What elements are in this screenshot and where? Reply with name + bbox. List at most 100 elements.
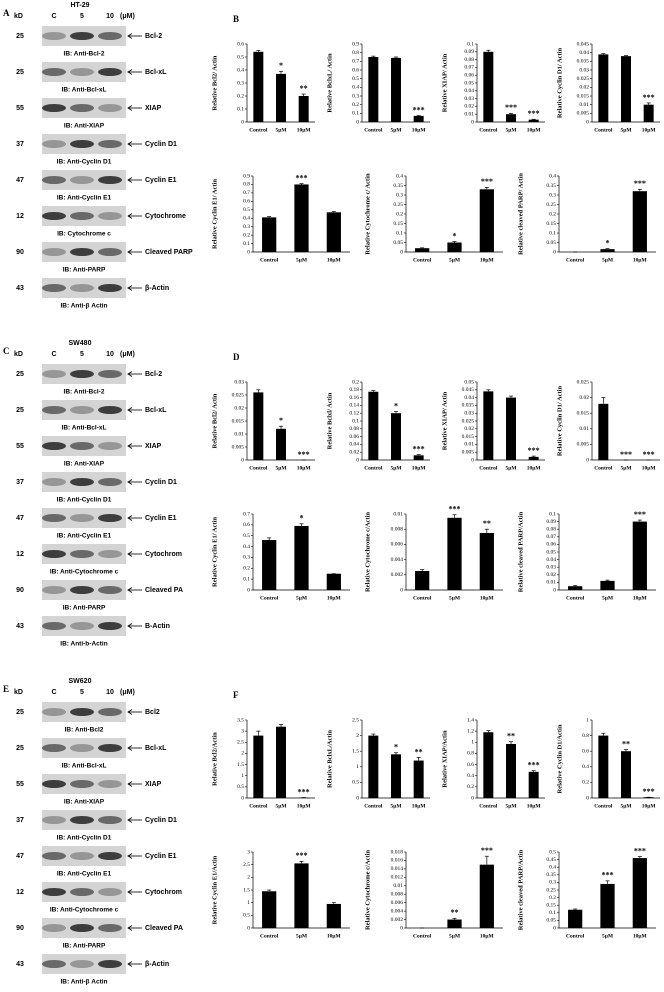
y-tick-label: 0.04 [349, 442, 359, 448]
ib-label: IB: Anti-Cyclin D1 [57, 159, 112, 166]
kd-marker: 90 [16, 587, 24, 594]
y-tick-label: 0.2 [549, 895, 556, 901]
lane-label: 5 [80, 689, 84, 696]
x-tick-label: 5μM [620, 803, 632, 809]
arrow-head [127, 745, 133, 751]
y-tick-label: 0.4 [396, 173, 403, 179]
x-tick-label: 5μM [449, 933, 461, 939]
kd-marker: 47 [16, 177, 24, 184]
y-tick-label: 0 [586, 795, 589, 801]
y-tick-label: 0.07 [546, 534, 556, 540]
y-tick-label: 0.005 [232, 444, 245, 450]
kd-marker: 37 [16, 817, 24, 824]
significance: *** [413, 105, 425, 114]
significance: ** [300, 84, 308, 93]
y-tick-label: 0 [241, 119, 244, 125]
y-tick-label: 0.04 [546, 557, 556, 563]
y-tick-label: 0.5 [243, 533, 250, 539]
significance: *** [634, 179, 646, 188]
bar [528, 456, 539, 460]
y-tick-label: 0.01 [579, 102, 589, 108]
x-tick-label: Control [260, 933, 279, 939]
x-tick-label: 10μM [633, 595, 648, 601]
y-tick-label: 0.35 [546, 183, 556, 189]
y-tick-label: 2.5 [237, 740, 244, 746]
bar [632, 191, 647, 252]
significance: *** [296, 173, 308, 182]
y-tick-label: 0.045 [577, 41, 590, 47]
bar [253, 735, 264, 798]
y-tick-label: 2 [241, 751, 244, 757]
y-tick-label: 0.7 [352, 59, 359, 65]
x-tick-label: Control [413, 257, 432, 263]
bar [276, 726, 286, 798]
significance: *** [528, 109, 540, 118]
kd-marker: 25 [16, 371, 24, 378]
ib-label: IB: Anti-β Actin [60, 303, 107, 310]
significance: *** [634, 846, 646, 855]
kd-marker: 12 [16, 551, 24, 558]
blot-band [70, 744, 94, 752]
y-tick-label: 0.018 [391, 849, 404, 855]
x-tick-label: Control [479, 803, 498, 809]
ib-label: IB: Cytochrome c [57, 231, 111, 238]
y-tick-label: 0.025 [577, 76, 590, 82]
blot-band [70, 514, 94, 522]
y-tick-label: 0.025 [232, 392, 245, 398]
kd-marker: 25 [16, 69, 24, 76]
y-tick-label: 0.08 [349, 426, 359, 432]
y-tick-label: 0.5 [243, 913, 250, 919]
y-tick-label: 0.015 [577, 93, 590, 99]
x-tick-label: Control [364, 803, 383, 809]
y-axis-title: Relative Cyclin D1/ Actin [556, 48, 563, 119]
blot-band [70, 370, 94, 378]
blot-band [42, 514, 66, 522]
bar [326, 573, 341, 590]
y-tick-label: 0.014 [391, 866, 404, 872]
y-tick-label: 0.2 [243, 232, 250, 238]
y-axis-title: Relative Cyclin E1/ Actin [211, 179, 218, 249]
ib-label: IB: Anti-PARP [63, 605, 106, 612]
y-axis-title: Relative XIAP/Actin [441, 730, 448, 788]
x-tick-label: 10μM [327, 933, 342, 939]
arrow-head [127, 249, 133, 255]
y-tick-label: 0.5 [237, 784, 244, 790]
y-tick-label: 0.05 [464, 80, 474, 86]
y-tick-label: 0.25 [546, 202, 556, 208]
x-tick-label: 5μM [602, 933, 614, 939]
blot-band [70, 924, 94, 932]
y-tick-label: 1.5 [352, 748, 359, 754]
x-tick-label: 5μM [296, 595, 308, 601]
y-tick-label: 0.8 [467, 751, 474, 757]
x-tick-label: Control [479, 127, 498, 133]
unit-label: (μM) [120, 13, 135, 20]
bar [568, 909, 583, 928]
kd-marker: 25 [16, 33, 24, 40]
blot-band [70, 960, 94, 968]
bar [413, 760, 424, 798]
y-tick-label: 0.1 [396, 230, 403, 236]
arrow-head [127, 177, 133, 183]
y-tick-label: 1 [471, 740, 474, 746]
significance: *** [643, 93, 655, 102]
y-tick-label: 0.3 [237, 80, 244, 86]
y-tick-label: 0.01 [546, 580, 556, 586]
y-tick-label: 0.4 [582, 764, 589, 770]
significance: * [394, 743, 398, 752]
blot-band [98, 284, 122, 292]
y-tick-label: 0.5 [352, 76, 359, 82]
y-tick-label: 0.03 [546, 564, 556, 570]
x-tick-label: Control [594, 803, 613, 809]
lane-label: C [51, 351, 56, 358]
arrow-head [127, 925, 133, 931]
y-tick-label: 0.1 [352, 418, 359, 424]
bar [391, 413, 401, 460]
blot-band [98, 816, 122, 824]
blot-band [98, 780, 122, 788]
bar [262, 217, 277, 252]
bar [632, 521, 647, 590]
y-axis-title: Relative Cytochrome c/Actin [364, 512, 371, 592]
arrow-head [127, 443, 133, 449]
y-tick-label: 0 [247, 587, 250, 593]
x-tick-label: 10μM [480, 595, 495, 601]
